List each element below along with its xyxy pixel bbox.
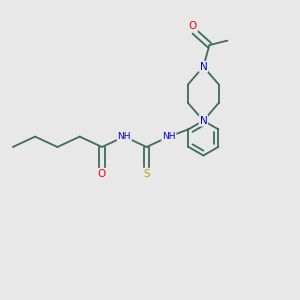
Text: NH: NH <box>162 132 175 141</box>
Text: O: O <box>98 169 106 179</box>
Text: S: S <box>143 169 150 179</box>
Text: N: N <box>200 62 207 72</box>
Text: N: N <box>200 116 207 126</box>
Text: NH: NH <box>118 132 131 141</box>
Text: O: O <box>189 21 197 31</box>
